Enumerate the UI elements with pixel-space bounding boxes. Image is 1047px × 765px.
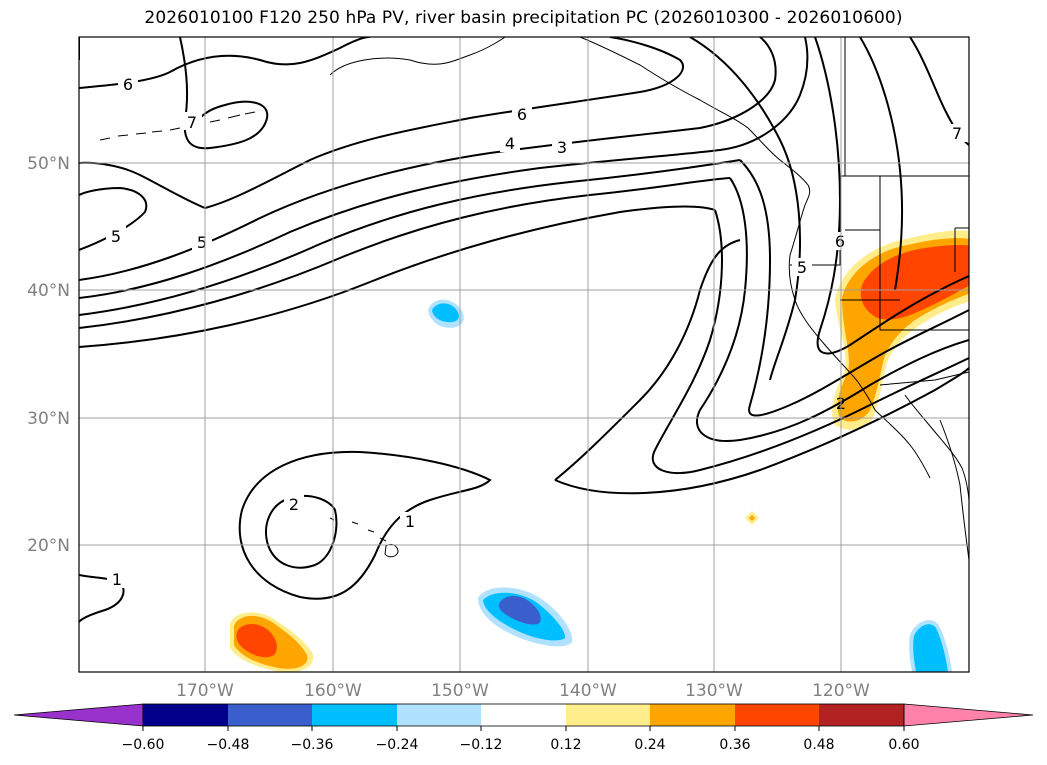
colorbar-segment [397, 704, 481, 726]
colorbar-tick-label: 0.48 [803, 737, 834, 753]
colorbar-tick-label: −0.48 [207, 737, 250, 753]
lon-label-130w: 130°W [685, 681, 743, 701]
colorbar-tick-label: −0.12 [460, 737, 503, 753]
longitude-labels: 170°W 160°W 150°W 140°W 130°W 120°W [176, 681, 870, 701]
contour-label: 6 [835, 232, 845, 251]
colorbar-tick-label: 0.12 [550, 737, 581, 753]
positive-anomaly-southwest-red [236, 624, 277, 658]
gridlines [79, 37, 969, 672]
map-background [79, 37, 969, 672]
contour-label: 5 [111, 227, 121, 246]
positive-anomaly-dot-core [749, 515, 755, 521]
lon-label-140w: 140°W [559, 681, 617, 701]
colorbar-segment [228, 704, 312, 726]
colorbar-segment [735, 704, 819, 726]
lon-label-170w: 170°W [176, 681, 234, 701]
colorbar-segment [819, 704, 904, 726]
negative-anomaly-southeast-core [913, 624, 948, 672]
contour-label: 6 [517, 105, 527, 124]
contour-label: 6 [123, 75, 133, 94]
contour-label: 2 [289, 495, 299, 514]
lon-label-160w: 160°W [304, 681, 362, 701]
lat-label-50: 50°N [27, 154, 70, 174]
colorbar-ticks [142, 726, 905, 731]
positive-anomaly-west-us-red [860, 244, 969, 320]
contour-label: 1 [405, 512, 415, 531]
lat-label-40: 40°N [27, 281, 70, 301]
colorbar-segment [312, 704, 397, 726]
colorbar-segment [481, 704, 566, 726]
contour-label: 4 [505, 134, 515, 153]
contour-label: 3 [557, 138, 567, 157]
colorbar-extend-left [13, 703, 144, 727]
lat-label-20: 20°N [27, 536, 70, 556]
map-title: 2026010100 F120 250 hPa PV, river basin … [144, 8, 903, 28]
colorbar-tick-label: 0.36 [719, 737, 750, 753]
colorbar-tick-label: 0.24 [634, 737, 665, 753]
map-content: 6 7 6 4 3 5 5 6 5 7 2 1 2 1 [79, 37, 969, 672]
contour-label: 5 [797, 258, 807, 277]
lon-label-120w: 120°W [812, 681, 870, 701]
colorbar-segment [650, 704, 735, 726]
contour-label: 1 [112, 570, 122, 589]
contour-label: 7 [952, 124, 962, 143]
lon-label-150w: 150°W [431, 681, 489, 701]
latitude-labels: 50°N 40°N 30°N 20°N [27, 154, 70, 556]
contour-label: 5 [197, 233, 207, 252]
lat-label-30: 30°N [27, 409, 70, 429]
colorbar-tick-label: −0.60 [122, 737, 165, 753]
colorbar-extend-right [903, 703, 1034, 727]
precip-fill-layer [230, 230, 969, 672]
colorbar-segment [143, 704, 228, 726]
colorbar-tick-label: 0.60 [888, 737, 919, 753]
negative-anomaly-north-core [432, 303, 459, 323]
colorbar-tick-label: −0.36 [291, 737, 334, 753]
negative-anomaly-south-blue [498, 596, 541, 625]
coastlines [99, 37, 969, 561]
contour-label: 7 [187, 113, 197, 132]
colorbar-segment [566, 704, 650, 726]
map-frame [78, 36, 970, 673]
contour-labels: 6 7 6 4 3 5 5 6 5 7 2 1 2 1 [106, 74, 968, 589]
colorbar: −0.60 −0.48 −0.36 −0.24 −0.12 0.12 0.24 … [13, 703, 1034, 753]
colorbar-tick-label: −0.24 [376, 737, 419, 753]
